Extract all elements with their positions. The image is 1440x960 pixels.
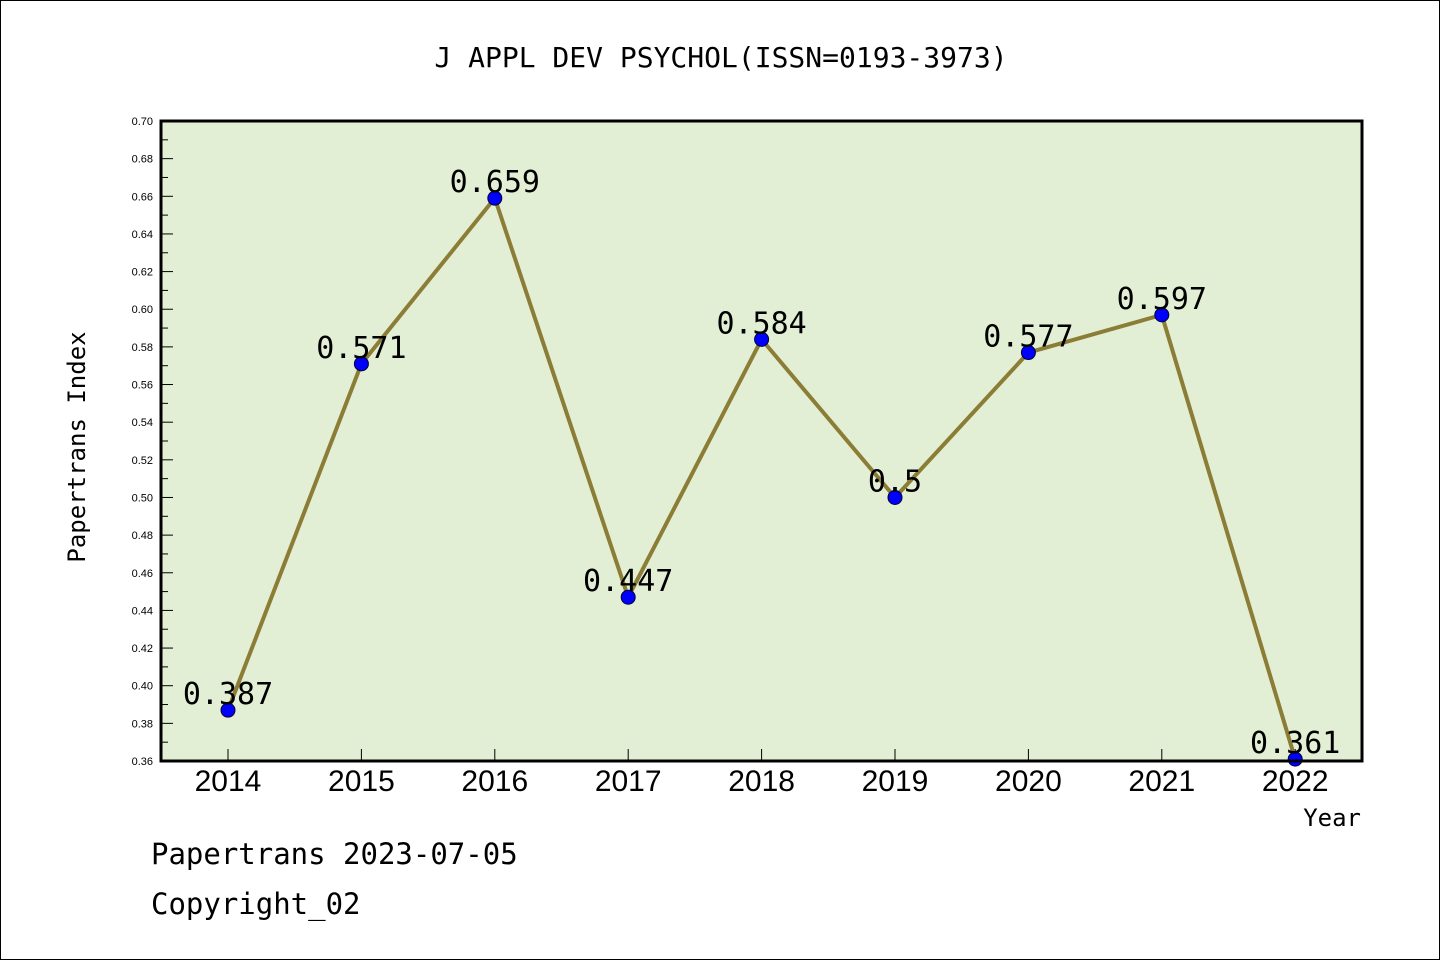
x-tick-label: 2015 <box>328 765 395 798</box>
footer-date: Papertrans 2023-07-05 <box>151 837 518 871</box>
data-label: 0.387 <box>183 677 273 712</box>
y-tick-label: 0.38 <box>132 718 153 730</box>
y-tick-label: 0.44 <box>132 605 153 617</box>
data-point <box>1154 307 1170 323</box>
data-label: 0.659 <box>450 165 540 200</box>
x-tick-label: 2021 <box>1128 765 1195 798</box>
y-tick-label: 0.48 <box>132 530 153 542</box>
y-tick-label: 0.54 <box>132 417 153 429</box>
x-tick-label: 2022 <box>1262 765 1329 798</box>
data-point <box>1020 345 1036 361</box>
data-label: 0.577 <box>983 320 1073 355</box>
data-label: 0.597 <box>1117 282 1207 317</box>
x-tick-label: 2016 <box>461 765 528 798</box>
data-labels-group: 0.387 0.571 0.659 0.447 0.584 0.5 0.577 0.597 0.… <box>183 165 1341 761</box>
y-axis-ticks: 0.36 0.38 0.40 0.42 0.44 0.46 0.48 0.50 0.52 0.54… <box>132 116 173 768</box>
y-tick-label: 0.62 <box>132 267 153 279</box>
y-tick-label: 0.46 <box>132 568 153 580</box>
plot-border <box>159 119 1364 763</box>
y-tick-label: 0.66 <box>132 191 153 203</box>
data-point <box>887 489 903 505</box>
data-point <box>487 190 503 206</box>
y-tick-label: 0.58 <box>132 342 153 354</box>
y-tick-label: 0.40 <box>132 681 153 693</box>
x-tick-label: 2017 <box>595 765 662 798</box>
y-tick-label: 0.52 <box>132 455 153 467</box>
x-tick-label: 2020 <box>995 765 1062 798</box>
y-tick-label: 0.36 <box>132 756 153 768</box>
data-label: 0.584 <box>716 306 806 341</box>
y-tick-label: 0.50 <box>132 492 153 504</box>
footer-copyright: Copyright_02 <box>151 887 361 921</box>
x-axis-label: Year <box>1303 804 1361 832</box>
plot-area <box>161 121 1362 761</box>
x-tick-label: 2018 <box>728 765 795 798</box>
y-tick-label: 0.56 <box>132 380 153 392</box>
y-tick-label: 0.60 <box>132 304 153 316</box>
data-label: 0.447 <box>583 564 673 599</box>
x-axis-ticks: 2014 2015 2016 2017 2018 2019 2020 2021 2022 <box>195 749 1329 798</box>
y-tick-label: 0.70 <box>132 116 153 128</box>
y-axis-label: Papertrans Index <box>63 331 91 562</box>
y-tick-label: 0.42 <box>132 643 153 655</box>
data-point <box>1287 751 1303 767</box>
x-tick-label: 2019 <box>862 765 929 798</box>
data-point <box>353 356 369 372</box>
y-tick-label: 0.68 <box>132 154 153 166</box>
data-point <box>620 589 636 605</box>
series-group <box>220 190 1303 767</box>
data-label: 0.361 <box>1250 726 1340 761</box>
data-point <box>220 702 236 718</box>
x-tick-label: 2014 <box>195 765 262 798</box>
data-label: 0.5 <box>868 464 922 499</box>
chart-title: J APPL DEV PSYCHOL(ISSN=0193-3973) <box>434 41 1007 74</box>
data-point <box>754 331 770 347</box>
data-label: 0.571 <box>316 331 406 366</box>
y-tick-label: 0.64 <box>132 229 153 241</box>
